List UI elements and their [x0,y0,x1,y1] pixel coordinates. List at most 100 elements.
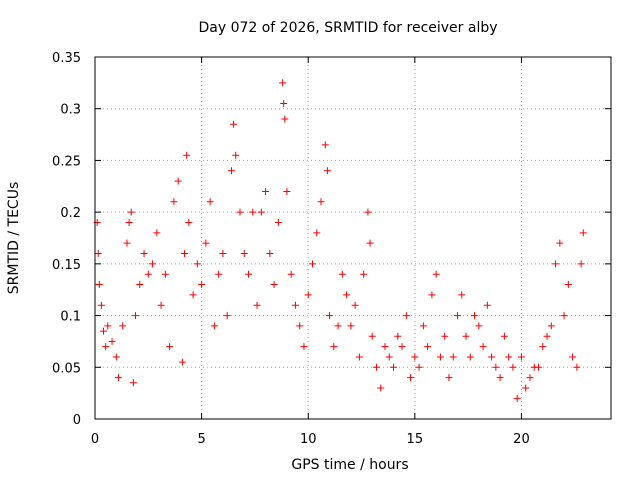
data-point [108,337,116,345]
data-point [579,229,587,237]
data-point [445,374,453,382]
data-point [144,270,152,278]
data-point [483,301,491,309]
data-point [411,353,419,361]
data-point [334,322,342,330]
data-point [94,250,102,258]
y-tick-label: 0.2 [60,206,81,221]
data-point [424,343,432,351]
data-point [351,301,359,309]
data-point [398,343,406,351]
data-point [183,151,191,159]
y-axis-label: SRMTID / TECUs [6,182,22,295]
data-point [266,250,274,258]
data-point [394,332,402,340]
data-point [166,343,174,351]
data-point [304,291,312,299]
y-tick-label: 0.3 [60,103,81,118]
data-point [136,281,144,289]
data-point [381,343,389,351]
data-point [569,353,577,361]
data-point [193,260,201,268]
data-point [560,312,568,320]
data-point [283,187,291,195]
data-point [547,322,555,330]
data-point [321,141,329,149]
data-point [577,260,585,268]
y-tick-label: 0.35 [52,51,81,66]
data-point [104,322,112,330]
data-point [466,353,474,361]
data-point [500,332,508,340]
data-point [505,353,513,361]
data-point [441,332,449,340]
data-point [127,208,135,216]
data-point [535,363,543,371]
y-tick-label: 0.1 [60,310,81,325]
data-point [436,353,444,361]
data-point [270,281,278,289]
data-point [161,270,169,278]
data-point [372,363,380,371]
x-tick-label: 20 [513,432,530,447]
data-point [488,353,496,361]
data-point [281,115,289,123]
data-point [232,151,240,159]
data-point [317,198,325,206]
data-points [93,79,587,402]
data-point [100,327,108,335]
chart-title: Day 072 of 2026, SRMTID for receiver alb… [198,20,497,36]
data-point [522,384,530,392]
data-point [119,322,127,330]
data-point [458,291,466,299]
data-point [543,332,551,340]
data-point [287,270,295,278]
data-point [102,343,110,351]
data-point [236,208,244,216]
data-point [291,301,299,309]
data-point [219,250,227,258]
data-point [390,363,398,371]
gridlines [95,57,611,419]
data-point [479,343,487,351]
data-point [97,301,105,309]
data-point [360,270,368,278]
data-point [509,363,517,371]
data-point [95,281,103,289]
data-point [215,270,223,278]
data-point [471,312,479,320]
data-point [517,353,525,361]
x-tick-label: 5 [197,432,205,447]
data-point [189,291,197,299]
data-point [355,353,363,361]
data-point [181,250,189,258]
data-point [368,332,376,340]
y-axis-ticks: 0 0.05 0.1 0.15 0.2 0.25 0.3 0.35 [52,51,611,428]
data-point [402,312,410,320]
data-point [125,218,133,226]
data-point [564,281,572,289]
data-point [366,239,374,247]
y-tick-label: 0.05 [52,361,81,376]
data-point [198,281,206,289]
x-tick-label: 0 [91,432,99,447]
data-point [185,218,193,226]
data-point [230,120,238,128]
y-tick-label: 0 [73,413,81,428]
data-point [475,322,483,330]
data-point [274,218,282,226]
data-point [419,322,427,330]
data-point [300,343,308,351]
data-point [249,208,257,216]
data-point [157,301,165,309]
data-point [253,301,261,309]
data-point [170,198,178,206]
data-point [114,374,122,382]
data-point [227,167,235,175]
data-point [330,343,338,351]
data-point [407,374,415,382]
data-point [123,239,131,247]
data-point [323,167,331,175]
plot-frame [94,56,612,420]
data-point [313,229,321,237]
